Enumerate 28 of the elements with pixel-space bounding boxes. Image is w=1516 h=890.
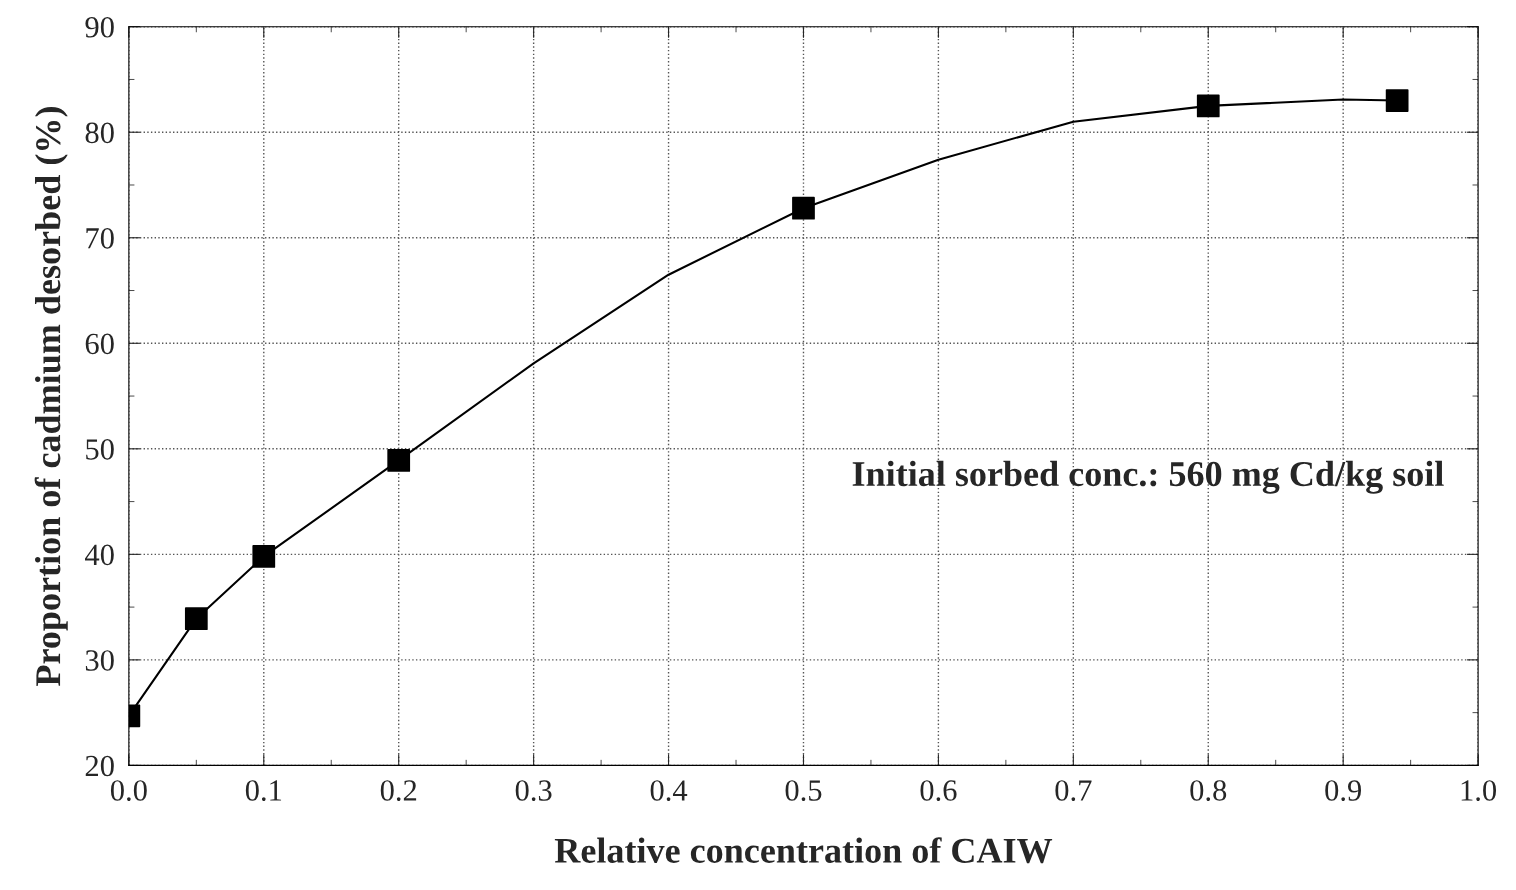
y-tick-label: 90 xyxy=(85,16,114,38)
point xyxy=(387,449,411,472)
annotation: Initial sorbed conc.: 560 mg Cd/kg soil xyxy=(852,460,1444,494)
y-axis-title: Proportion of cadmium desorbed (%) xyxy=(34,107,68,686)
point xyxy=(792,196,815,220)
y-tick-label: 20 xyxy=(85,755,114,777)
point xyxy=(1385,89,1409,112)
point xyxy=(1196,94,1220,118)
x-tick-label: 0.5 xyxy=(785,780,822,801)
x-tick-label: 0.9 xyxy=(1325,780,1362,801)
x-tick-label: 0.3 xyxy=(515,780,552,801)
x-tick-label: 0.4 xyxy=(650,780,688,801)
x-tick-label: 1.0 xyxy=(1461,780,1497,801)
y-tick-label: 80 xyxy=(85,122,114,144)
x-tick-label: 0.6 xyxy=(920,780,957,801)
y-tick-label: 70 xyxy=(86,228,114,249)
x-axis-title: Relative concentration of CAIW xyxy=(554,837,1053,864)
y-tick-label: 40 xyxy=(85,544,114,566)
x-tick-label: 0.7 xyxy=(1055,780,1092,801)
y-tick-label: 50 xyxy=(86,439,114,460)
x-tick-label: 0.1 xyxy=(245,780,282,801)
y-tick-label: 30 xyxy=(85,650,114,671)
point xyxy=(252,545,276,568)
x-tick-label: 0.8 xyxy=(1190,780,1227,801)
x-tick-label: 0.2 xyxy=(380,780,417,801)
x-tick-label: 0.0 xyxy=(110,780,147,801)
point xyxy=(184,607,208,631)
y-tick-label: 60 xyxy=(85,333,114,355)
